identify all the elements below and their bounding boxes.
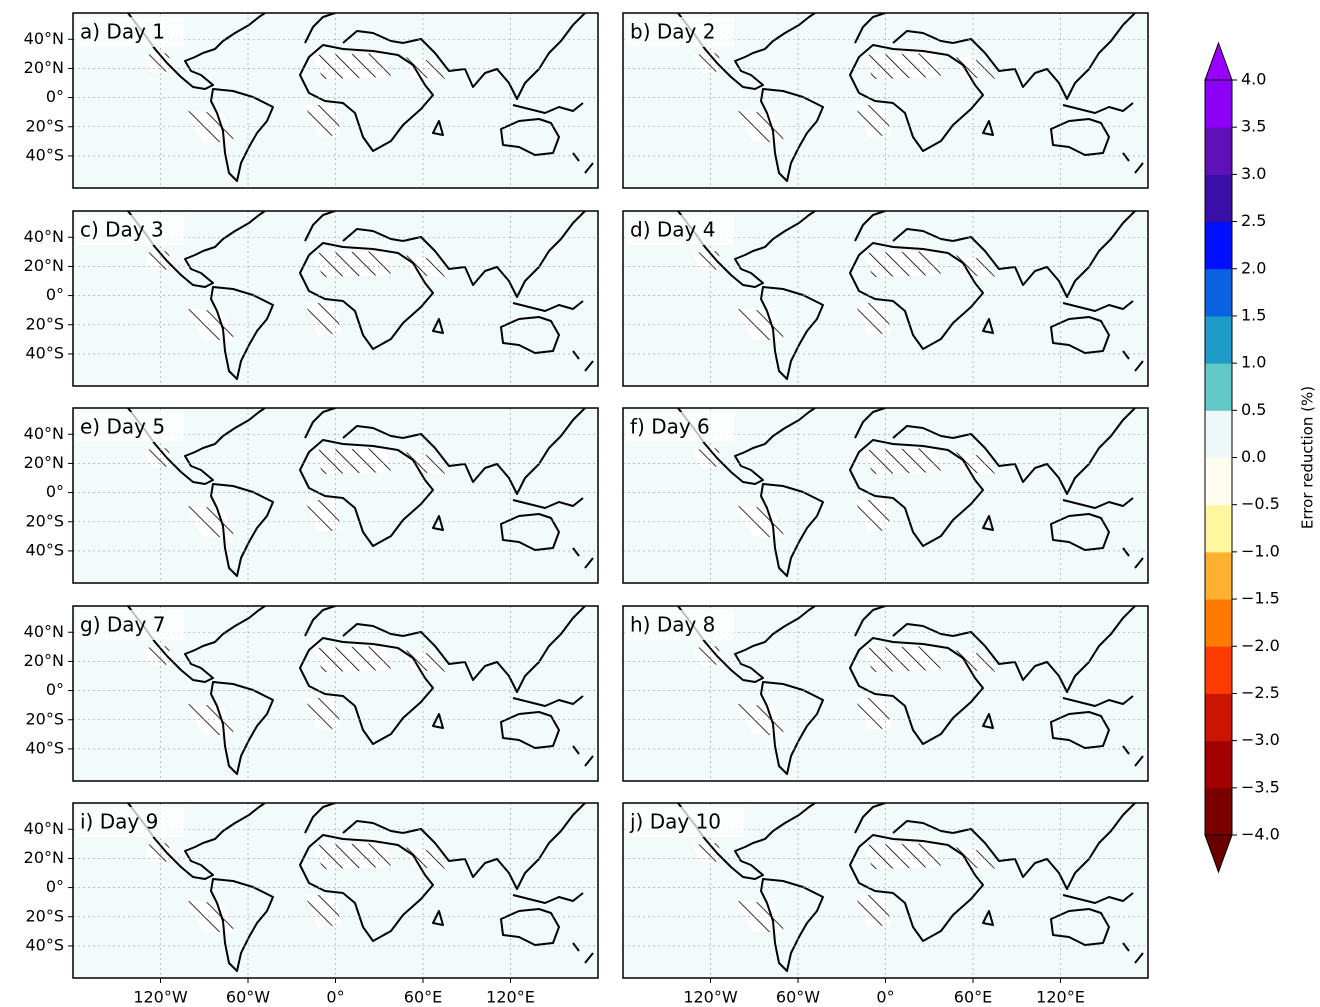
y-tick-label: 40°N [24,29,64,48]
y-tick-label: 0° [46,87,64,106]
colorbar-tick-label: −3.5 [1241,777,1280,796]
map-panel: d) Day 4 [623,211,1148,386]
y-tick-label: 0° [46,680,64,699]
colorbar-tick-label: −1.0 [1241,541,1280,560]
y-tick-label: 20°N [24,256,64,275]
y-tick-label: 40°N [24,227,64,246]
x-tick-label: 120°E [1036,988,1085,1007]
map-panel: 120°W 60°W 0° 60°E 120°E j) Day 10 [623,803,1148,1007]
panel-title: a) Day 1 [80,20,165,44]
panel-title: i) Day 9 [80,810,158,834]
y-tick-label: 20°S [25,709,64,728]
colorbar-tick-label: 1.0 [1241,353,1266,372]
x-tick-label: 0° [876,988,894,1007]
colorbar-tick-label: −4.0 [1241,825,1280,844]
panel-title: d) Day 4 [630,218,715,242]
y-tick-label: 40°S [25,145,64,164]
colorbar-tick-label: 4.0 [1241,70,1266,89]
x-tick-label: 120°E [486,988,535,1007]
colorbar-tick-label: −0.5 [1241,494,1280,513]
colorbar-tick-label: −2.5 [1241,683,1280,702]
map-panel: 40°N 20°N 0° 20°S 40°S 120°W 60°W 0° 60°E 120°E i)… [24,803,598,1007]
x-tick-label: 60°E [954,988,992,1007]
map-panel: 40°N 20°N 0° 20°S 40°S a) Day 1 [24,13,598,188]
y-tick-label: 40°N [24,424,64,443]
colorbar-bin [1205,410,1232,458]
x-tick-label: 60°W [776,988,820,1007]
panel-title: f) Day 6 [630,415,710,439]
colorbar-tick-label: −3.0 [1241,730,1280,749]
y-tick-label: 20°N [24,848,64,867]
panel-title: e) Day 5 [80,415,165,439]
colorbar-bin [1205,646,1232,694]
colorbar-tick-label: 2.0 [1241,258,1266,277]
colorbar-bin [1205,316,1232,364]
y-tick-label: 40°S [25,540,64,559]
map-panel: h) Day 8 [623,606,1148,781]
x-tick-label: 60°W [226,988,270,1007]
panel-title: j) Day 10 [629,810,721,834]
colorbar-tick-label: 3.0 [1241,164,1266,183]
y-tick-label: 40°S [25,343,64,362]
y-tick-label: 20°S [25,116,64,135]
colorbar-tick-label: −2.0 [1241,636,1280,655]
y-tick-label: 0° [46,877,64,896]
x-tick-label: 120°W [683,988,738,1007]
colorbar-bin [1205,693,1232,741]
colorbar-tick-label: −1.5 [1241,589,1280,608]
y-tick-label: 20°N [24,58,64,77]
colorbar-tick-label: 3.5 [1241,117,1266,136]
panel-title: h) Day 8 [630,613,715,637]
colorbar-bin [1205,741,1232,789]
y-tick-label: 40°S [25,935,64,954]
colorbar-bin [1205,788,1232,836]
colorbar-extend-high [1205,43,1232,80]
y-tick-label: 20°S [25,511,64,530]
colorbar-tick-label: 0.0 [1241,447,1266,466]
colorbar-extend-low [1205,835,1232,872]
colorbar-bin [1205,363,1232,411]
map-panel: 40°N 20°N 0° 20°S 40°S e) Day 5 [24,408,598,583]
y-tick-label: 20°S [25,314,64,333]
x-tick-label: 60°E [404,988,442,1007]
colorbar-tick-label: 0.5 [1241,400,1266,419]
y-tick-label: 20°S [25,906,64,925]
y-tick-label: 40°N [24,622,64,641]
map-panel: 40°N 20°N 0° 20°S 40°S g) Day 7 [24,606,598,781]
panel-title: c) Day 3 [80,218,164,242]
x-tick-label: 0° [326,988,344,1007]
colorbar-bin [1205,458,1232,506]
y-tick-label: 20°N [24,651,64,670]
y-tick-label: 0° [46,482,64,501]
colorbar-bin [1205,269,1232,317]
colorbar-bin [1205,599,1232,647]
colorbar-bin [1205,505,1232,553]
y-tick-label: 40°S [25,738,64,757]
y-tick-label: 40°N [24,819,64,838]
map-panel: 40°N 20°N 0° 20°S 40°S c) Day 3 [24,211,598,386]
y-tick-label: 20°N [24,453,64,472]
map-panel: b) Day 2 [623,13,1148,188]
colorbar-tick-label: 1.5 [1241,305,1266,324]
colorbar-tick-label: 2.5 [1241,211,1266,230]
colorbar-bin [1205,80,1232,128]
y-tick-label: 0° [46,285,64,304]
colorbar-bin [1205,222,1232,270]
figure: 40°N 20°N 0° 20°S 40°S a) Day 1 b) Day 2 40°N 20… [0,0,1320,1007]
x-tick-label: 120°W [133,988,188,1007]
map-panel: f) Day 6 [623,408,1148,583]
panel-title: g) Day 7 [80,613,165,637]
colorbar-bin [1205,127,1232,175]
panel-title: b) Day 2 [630,20,715,44]
colorbar-bin [1205,552,1232,600]
colorbar-label: Error reduction (%) [1299,386,1317,529]
colorbar-bin [1205,174,1232,222]
